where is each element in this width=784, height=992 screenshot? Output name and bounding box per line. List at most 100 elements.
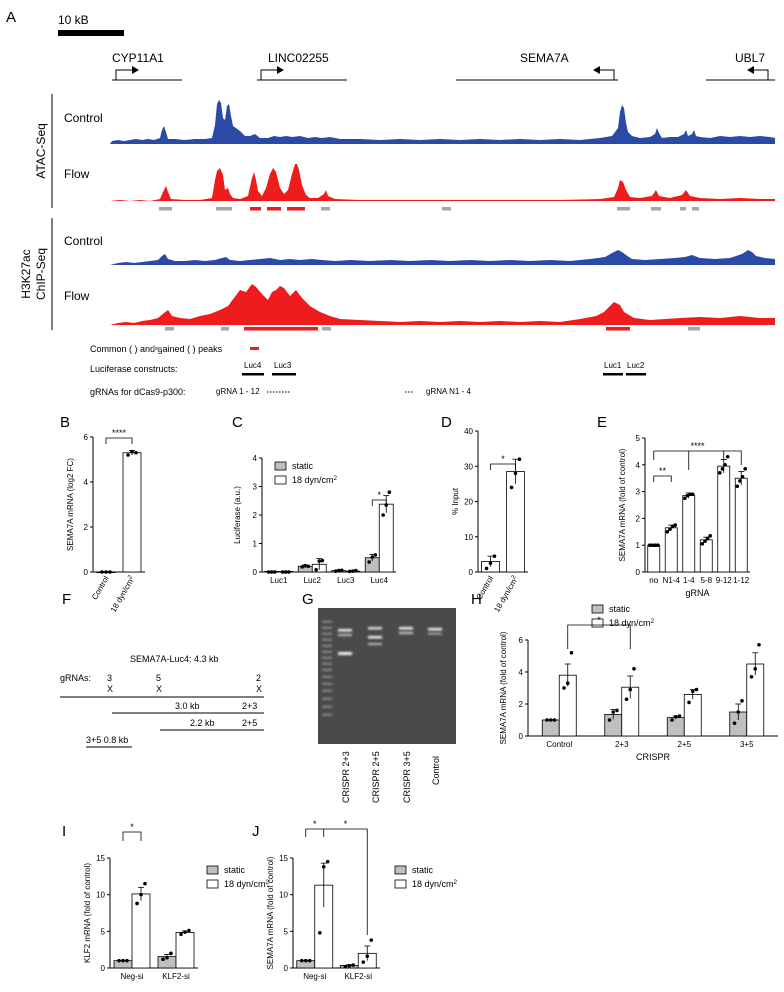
luciferase-label: Luciferase constructs: [90, 364, 178, 374]
data-point [320, 558, 325, 563]
data-point [565, 681, 570, 685]
ladder-bands [322, 621, 332, 716]
data-point [336, 568, 341, 573]
data-point [725, 454, 730, 459]
x-tick-label: KLF2-si [162, 972, 190, 981]
data-point [743, 467, 748, 471]
data-point [350, 569, 355, 573]
x-tick-label: 1-4 [683, 576, 695, 585]
data-point [545, 718, 549, 722]
data-point [509, 485, 514, 490]
bar [175, 932, 195, 969]
data-point [717, 471, 722, 475]
data-point [325, 859, 330, 864]
significance-label: * [597, 615, 601, 625]
data-point [647, 543, 652, 547]
data-point [187, 928, 191, 933]
data-point [673, 523, 678, 527]
data-point [347, 964, 352, 968]
track-label-chip-flow: Flow [64, 289, 90, 303]
data-point [300, 565, 304, 569]
luc2-label: Luc2 [627, 361, 645, 370]
panel-letter-a: A [6, 9, 16, 26]
f-grna-label: gRNAs: [60, 673, 91, 683]
legend-flow-label: 18 dyn/cm2 [292, 475, 338, 485]
x-tick-label: 18 dyn/cm2 [109, 574, 137, 614]
data-point [615, 708, 619, 713]
gel-bands [322, 621, 442, 716]
chip-label-1: H3K27ac [19, 249, 33, 298]
y-tick-label: 30 [464, 462, 473, 471]
data-point [569, 651, 574, 655]
x-tick-label: KLF2-si [344, 972, 372, 981]
x-tick-label: 18 dyn/cm2 [492, 574, 520, 614]
data-point [682, 496, 687, 501]
data-point [321, 865, 326, 869]
track-label-atac-flow: Flow [64, 167, 90, 181]
x-tick-label: Neg-si [120, 972, 143, 981]
legend-static-swatch [591, 604, 604, 614]
data-point [299, 958, 304, 963]
y-tick-label: 2 [519, 700, 524, 709]
data-point [735, 484, 740, 489]
data-point [121, 958, 125, 963]
grna-left-label: gRNA 1 - 12 [216, 387, 260, 396]
bar [683, 694, 702, 737]
data-point [668, 527, 672, 531]
legend-flow-swatch [591, 618, 604, 628]
significance-bracket [122, 831, 142, 841]
significance-bracket [105, 437, 133, 444]
data-point [179, 932, 183, 937]
data-point [694, 687, 699, 692]
data-point [670, 718, 674, 722]
y-tick-label: 10 [279, 891, 288, 900]
data-point [700, 542, 705, 546]
x-tick-label: Control [90, 574, 111, 601]
data-point [740, 699, 744, 703]
chart-c: 0 1 2 3 4 Luciferase (a.u.) Luc1 Luc2 Luc3 Luc4 st… [233, 454, 396, 585]
y-tick-label: 6 [519, 636, 524, 645]
data-point [143, 881, 147, 886]
scale-label: 10 kB [58, 13, 89, 27]
gene-ubl7: UBL7 [735, 51, 765, 65]
x-tick-label: Control [475, 574, 496, 601]
significance-bracket [653, 450, 742, 465]
data-point [624, 697, 629, 701]
panel-g: CRISPR 2+3 CRISPR 2+5 CRISPR 3+5 Control [318, 608, 456, 803]
f-site-3: 3 [107, 673, 112, 683]
scale-bar [58, 30, 124, 36]
data-point [307, 958, 312, 963]
x-tick-label: Control [546, 740, 572, 749]
data-point [650, 543, 655, 547]
y-tick-label: 4 [519, 668, 524, 677]
significance-label: * [313, 819, 317, 829]
chip-peak-marks [165, 327, 700, 331]
chart-i: 0 5 10 15 KLF2 mRNA (fold of control) Neg-si K… [83, 822, 270, 981]
x-tick-label: 9-12 [716, 576, 733, 585]
y-tick-label: 5 [636, 434, 641, 443]
luc1-bar [603, 373, 623, 376]
x-tick-label: 5-8 [700, 576, 712, 585]
y-tick-label: 15 [96, 854, 105, 863]
gel-lane-4: Control [431, 756, 441, 785]
legend-flow-label: 18 dyn/cm2 [609, 618, 655, 628]
data-point [740, 475, 745, 479]
legend-static-swatch [394, 865, 407, 875]
data-point [104, 570, 108, 574]
data-point [314, 567, 318, 572]
data-point [367, 560, 371, 564]
gel-lane-2: CRISPR 2+5 [371, 751, 381, 803]
y-tick-label: 0 [469, 568, 474, 577]
y-tick-label: 0 [636, 568, 641, 577]
y-axis-label: SEMA7A mRNA (fold of control) [499, 631, 508, 744]
data-point [135, 901, 139, 906]
atac-flow-track [110, 164, 775, 201]
data-point [340, 568, 344, 573]
data-point [280, 570, 285, 574]
legend-flow-label: 18 dyn/cm2 [224, 879, 270, 889]
legend-static-label: static [292, 461, 314, 471]
data-point [488, 561, 493, 565]
y-tick-label: 2 [253, 511, 258, 520]
gene-models: CYP11A1 LINC02255 SEMA7A UBL7 [112, 51, 775, 81]
